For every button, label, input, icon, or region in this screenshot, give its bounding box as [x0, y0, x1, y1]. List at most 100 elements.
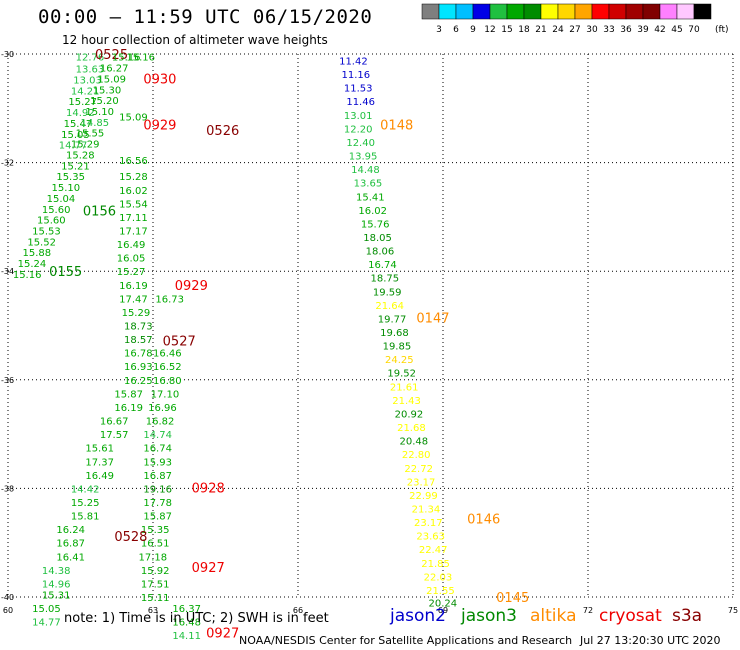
- swh-point-altika-0148-16: 19.68: [380, 328, 409, 339]
- swh-point-altika-0145-0: 20.24: [429, 598, 458, 609]
- color-legend: 3 6 9 12 15 18 21 24 27 30 33 36 39 42 45 70 (ft): [421, 3, 729, 35]
- swh-point-s3a-0527-4: 17.10: [151, 389, 180, 400]
- swh-point-jason3-0156-8: 15.29: [71, 140, 100, 151]
- swh-point-jason3-0156-13: 15.04: [47, 194, 76, 205]
- satellite-legend-altika: altika: [530, 606, 577, 626]
- swh-point-altika-0148-10: 18.06: [366, 247, 395, 258]
- swh-point-jason3-center-28: 15.81: [71, 512, 100, 523]
- time-label-altika-0147: 0147: [416, 311, 449, 326]
- swh-point-altika-0148-26: 22.72: [404, 464, 433, 475]
- legend-swatch-16: [693, 3, 712, 20]
- swh-point-jason3-center-1: 15.09: [119, 112, 148, 123]
- swh-point-altika-0148-27: 23.17: [407, 477, 436, 488]
- swh-point-jason3-center-22: 17.57: [100, 430, 129, 441]
- swh-point-altika-0148-3: 13.95: [349, 152, 378, 163]
- swh-point-jason3-center-7: 17.17: [119, 226, 148, 237]
- legend-label-45: 45: [671, 25, 682, 35]
- legend-label-33: 33: [603, 25, 614, 35]
- swh-point-s3a-0525-7: 15.05: [61, 130, 90, 141]
- swh-point-jason3-center-10: 15.27: [117, 267, 146, 278]
- swh-point-s3a-0527-9: 15.93: [143, 457, 172, 468]
- swh-point-s3a-0525-1: 13.63: [76, 65, 105, 76]
- legend-label-21: 21: [535, 25, 546, 35]
- swh-point-altika-0146-3: 22.47: [419, 545, 448, 556]
- swh-point-cryosat-0927a-1: 16.48: [172, 617, 201, 628]
- swh-point-jason3-0156-15: 15.60: [37, 216, 66, 227]
- swh-point-jason3-center-21: 16.67: [100, 417, 129, 428]
- swh-point-s3a-0527-7: 14.74: [143, 430, 172, 441]
- swh-point-altika-0148-4: 14.48: [351, 165, 380, 176]
- swh-point-jason3-center-4: 16.02: [119, 186, 148, 197]
- time-label-s3a-0525: 0525: [95, 48, 128, 63]
- legend-label-27: 27: [569, 25, 580, 35]
- swh-point-jason3-0156-5: 15.10: [85, 107, 114, 118]
- swh-point-s3a-0525-6: 15.47: [64, 119, 93, 130]
- swh-point-jason3-center-31: 16.41: [56, 552, 85, 563]
- swh-point-altika-0148-22: 20.92: [395, 409, 424, 420]
- legend-label-18: 18: [518, 25, 530, 35]
- swh-point-altika-0148-15: 19.77: [378, 314, 407, 325]
- chart-note: note: 1) Time is in UTC; 2) SWH is in fe…: [64, 611, 329, 626]
- swh-point-jason3-0156-16: 15.53: [32, 226, 61, 237]
- x-tick-60: 60: [3, 606, 13, 615]
- swh-point-altika-0148-13: 19.59: [373, 287, 402, 298]
- swh-point-jason3-center-3: 15.28: [119, 172, 148, 183]
- swh-point-jason3-0156-10: 15.21: [61, 161, 90, 172]
- swh-point-jason3-center-32: 14.38: [42, 566, 71, 577]
- swh-point-jason3-center-6: 17.11: [119, 213, 148, 224]
- swh-point-altika-0148-18: 24.25: [385, 355, 414, 366]
- swh-point-s3a-0527-5: 16.96: [148, 403, 177, 414]
- swh-point-s3a-0525-8: 14.77: [59, 141, 88, 152]
- swh-point-s3a-0527-11: 19.16: [143, 484, 172, 495]
- swh-point-jason2-2-2: 11.53: [344, 84, 373, 95]
- swh-point-s3a-0527-1: 16.46: [153, 349, 182, 360]
- swh-point-s3a-0527-15: 16.51: [141, 539, 170, 550]
- swh-point-s3a-0525-3: 14.21: [71, 86, 100, 97]
- swh-point-jason3-0156-19: 15.24: [18, 259, 47, 270]
- y-tick--38: -38: [1, 484, 14, 493]
- swh-point-altika-0148-7: 16.02: [358, 206, 387, 217]
- legend-label-9: 9: [470, 25, 476, 35]
- satellite-legend-jason2: jason2: [390, 606, 446, 626]
- legend-label-3: 3: [436, 25, 442, 35]
- swh-point-altika-0148-8: 15.76: [361, 219, 390, 230]
- swh-point-s3a-0525-4: 15.27: [68, 97, 97, 108]
- swh-point-jason3-center-24: 17.37: [85, 457, 114, 468]
- swh-point-s3a-0527-10: 16.87: [143, 471, 172, 482]
- chart-title: 00:00 – 11:59 UTC 06/15/2020: [38, 6, 373, 28]
- swh-point-altika-0148-24: 20.48: [400, 437, 429, 448]
- time-label-s3a-0528: 0528: [114, 530, 147, 545]
- swh-point-altika-0148-12: 18.75: [371, 274, 400, 285]
- swh-point-altika-0146-5: 22.03: [424, 572, 453, 583]
- swh-point-altika-0148-19: 19.52: [387, 369, 416, 380]
- legend-label-12: 12: [484, 25, 495, 35]
- x-tick-66: 66: [293, 606, 303, 615]
- swh-point-jason3-0156-20: 15.16: [13, 270, 42, 281]
- time-label-cryosat-0927b: 0927: [206, 626, 239, 641]
- swh-point-s3a-0527-3: 16.80: [153, 376, 182, 387]
- swh-point-altika-0148-25: 22.80: [402, 450, 431, 461]
- time-label-jason3-0155: 0155: [49, 265, 82, 280]
- swh-point-jason3-center-18: 16.25: [124, 376, 153, 387]
- swh-point-jason3-0156-3: 15.30: [93, 85, 122, 96]
- y-tick--36: -36: [1, 376, 14, 385]
- legend-label-42: 42: [654, 25, 665, 35]
- swh-point-altika-0146-2: 23.63: [416, 532, 445, 543]
- swh-point-altika-0146-1: 23.17: [414, 518, 443, 529]
- swh-point-jason3-center-11: 16.19: [119, 281, 148, 292]
- swh-point-jason3-center-2: 16.56: [119, 156, 148, 167]
- swh-point-jason3-center-14: 18.73: [124, 322, 153, 333]
- swh-point-s3a-0527-13: 15.87: [143, 512, 172, 523]
- swh-point-altika-0148-21: 21.43: [392, 396, 421, 407]
- x-tick-63: 63: [148, 606, 158, 615]
- swh-point-jason3-0156-17: 15.52: [27, 237, 56, 248]
- swh-point-altika-0148-2: 12.40: [346, 138, 375, 149]
- legend-unit: (ft): [715, 25, 729, 35]
- swh-point-altika-0148-11: 16.74: [368, 260, 397, 271]
- swh-point-jason3-center-0: 15.16: [126, 53, 155, 64]
- credit-text: NOAA/NESDIS Center for Satellite Applica…: [239, 634, 573, 647]
- swh-point-jason3-center-19: 15.87: [114, 389, 143, 400]
- swh-point-s3a-0525-0: 12.76: [76, 53, 105, 64]
